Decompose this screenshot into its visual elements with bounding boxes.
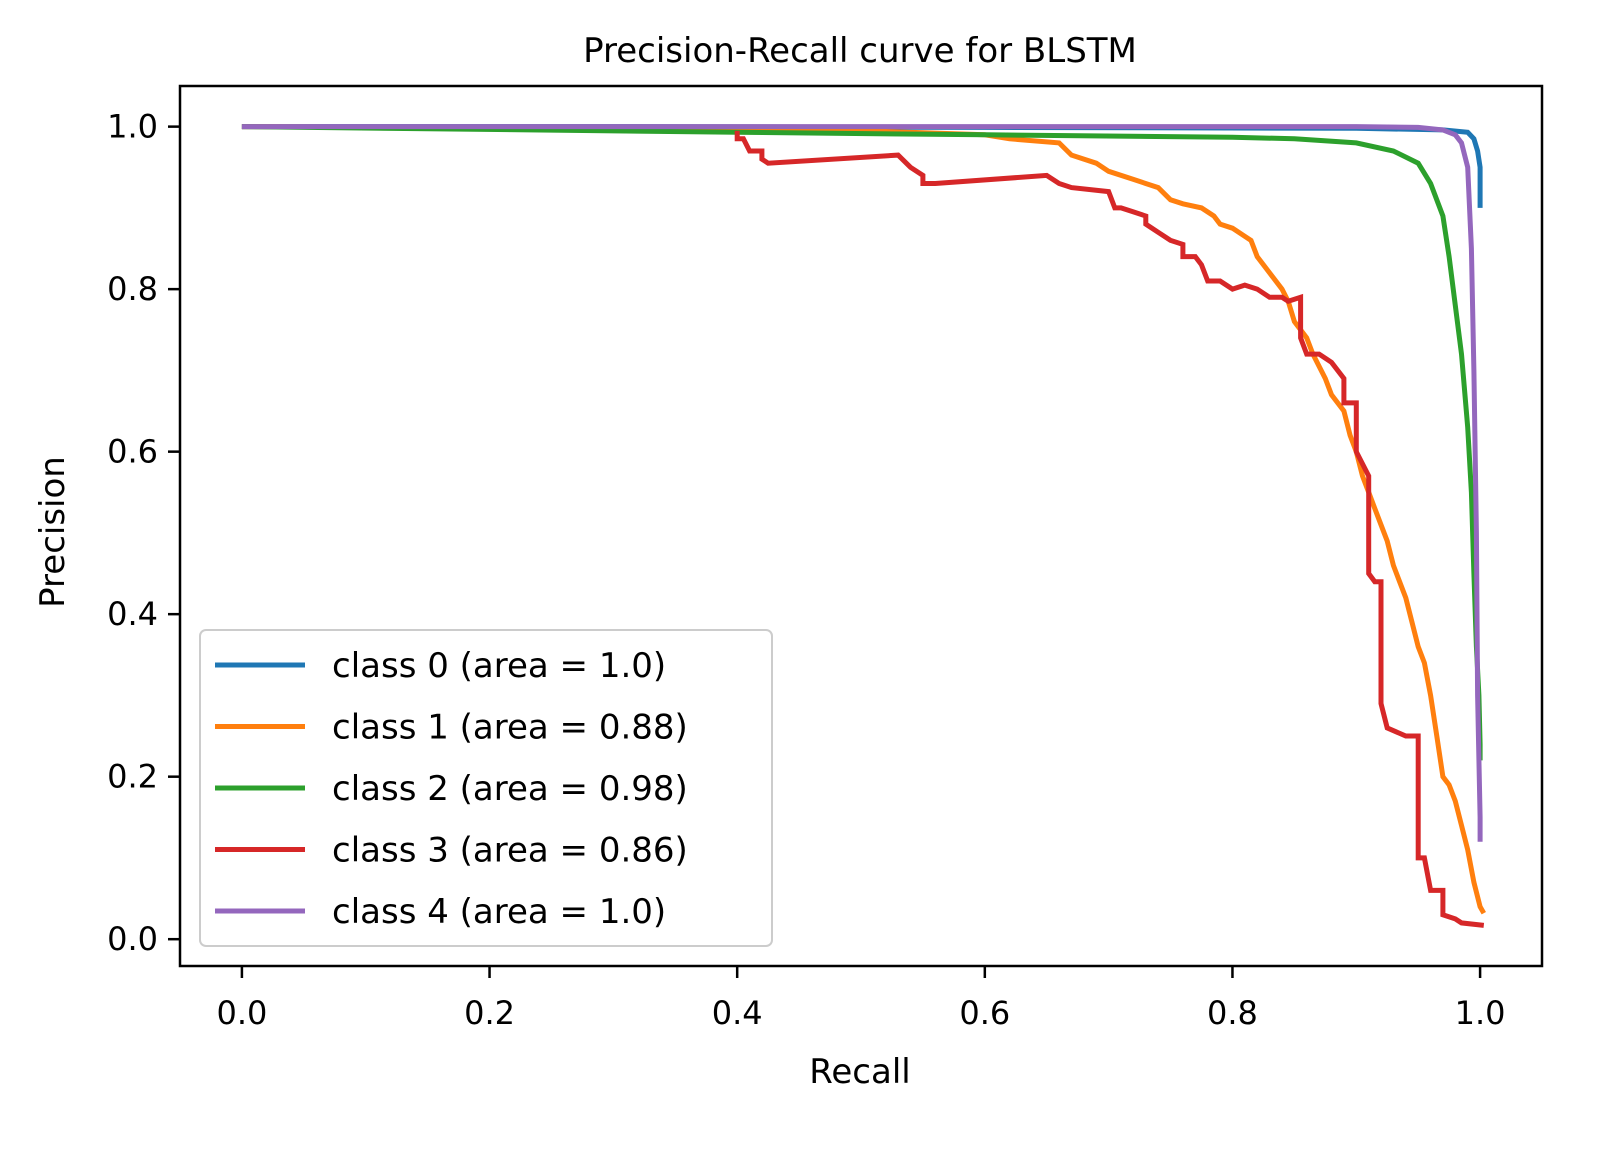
x-axis-label: Recall [809,1052,910,1092]
legend-label-class-0: class 0 (area = 1.0) [332,646,666,686]
series-line-class-4 [241,124,1483,842]
legend-label-class-2: class 2 (area = 0.98) [332,769,688,809]
x-tick-label: 0.8 [1207,994,1258,1032]
legend-label-class-4: class 4 (area = 1.0) [332,892,666,932]
y-axis-label: Precision [33,456,73,608]
y-tick-label: 0.2 [107,758,158,796]
x-tick-label: 0.4 [712,994,763,1032]
series-layer [241,124,1486,928]
legend-label-class-3: class 3 (area = 0.86) [332,831,688,871]
x-tick-label: 0.2 [464,994,515,1032]
x-axis: 0.0 0.2 0.4 0.6 0.8 1.0 [216,966,1506,1032]
x-tick-label: 0.6 [959,994,1010,1032]
legend: class 0 (area = 1.0) class 1 (area = 0.88… [199,629,773,947]
y-tick-label: 0.8 [107,270,158,308]
y-tick-label: 0.0 [107,920,158,958]
y-tick-label: 0.4 [107,595,158,633]
legend-box [199,629,773,947]
legend-label-class-1: class 1 (area = 0.88) [332,708,688,748]
plot-frame [178,84,1544,968]
y-tick-label: 0.6 [107,433,158,471]
x-tick-label: 1.0 [1455,994,1506,1032]
y-tick-label: 1.0 [107,108,158,146]
chart-title: Precision-Recall curve for BLSTM [583,31,1137,71]
y-axis: 0.0 0.2 0.4 0.6 0.8 1.0 [107,108,180,958]
series-line-class-3 [734,130,1485,928]
x-tick-label: 0.0 [216,994,267,1032]
